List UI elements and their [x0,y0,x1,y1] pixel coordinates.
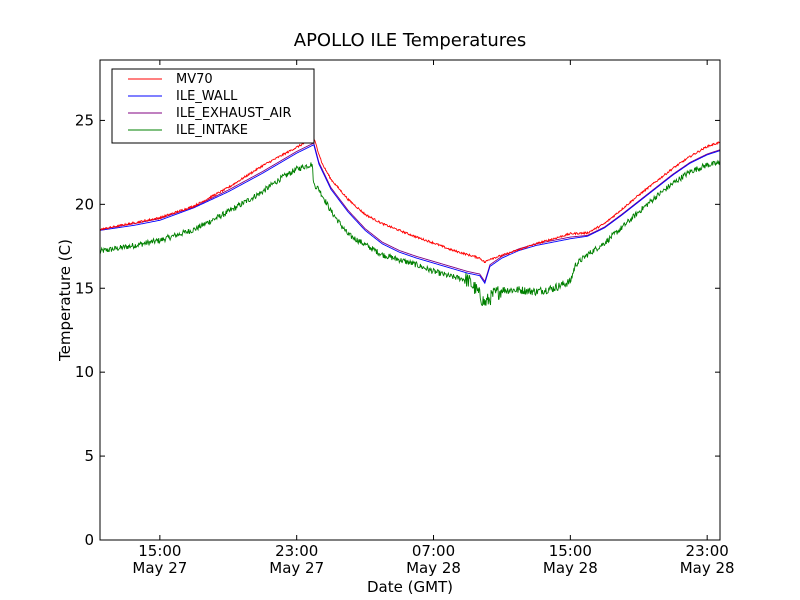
legend-label: ILE_INTAKE [176,123,248,138]
x-tick-date-label: May 28 [543,559,598,577]
legend-label: ILE_EXHAUST_AIR [176,106,292,121]
series-line-ile-intake [99,159,721,306]
x-tick-time-label: 23:00 [275,542,318,560]
chart-title: APOLLO ILE Temperatures [294,30,526,51]
x-tick-time-label: 07:00 [412,542,455,560]
series-line-ile-wall [99,144,721,285]
y-tick-label: 0 [84,531,94,549]
x-tick-time-label: 15:00 [549,542,592,560]
y-tick-label: 20 [75,195,94,213]
x-tick-time-label: 23:00 [686,542,729,560]
y-tick-label: 10 [75,363,94,381]
x-tick-date-label: May 28 [680,559,735,577]
legend-label: MV70 [176,72,213,87]
legend-label: ILE_WALL [176,89,238,104]
x-axis-label: Date (GMT) [367,578,453,596]
legend: MV70 ILE_WALL ILE_EXHAUST_AIR ILE_INTAKE [111,68,315,144]
x-tick-date-label: May 27 [269,559,324,577]
series-line-ile-exhaust-air [99,142,721,283]
y-tick-label: 5 [84,447,94,465]
series-layer [99,135,721,306]
x-tick-date-label: May 27 [132,559,187,577]
legend-box [111,68,315,144]
y-axis-label: Temperature (C) [56,239,74,362]
series-line-mv70 [99,135,721,263]
y-tick-label: 25 [75,111,94,129]
x-tick-date-label: May 28 [406,559,461,577]
x-tick-time-label: 15:00 [138,542,181,560]
y-tick-label: 15 [75,279,94,297]
plot-frame [99,59,721,541]
